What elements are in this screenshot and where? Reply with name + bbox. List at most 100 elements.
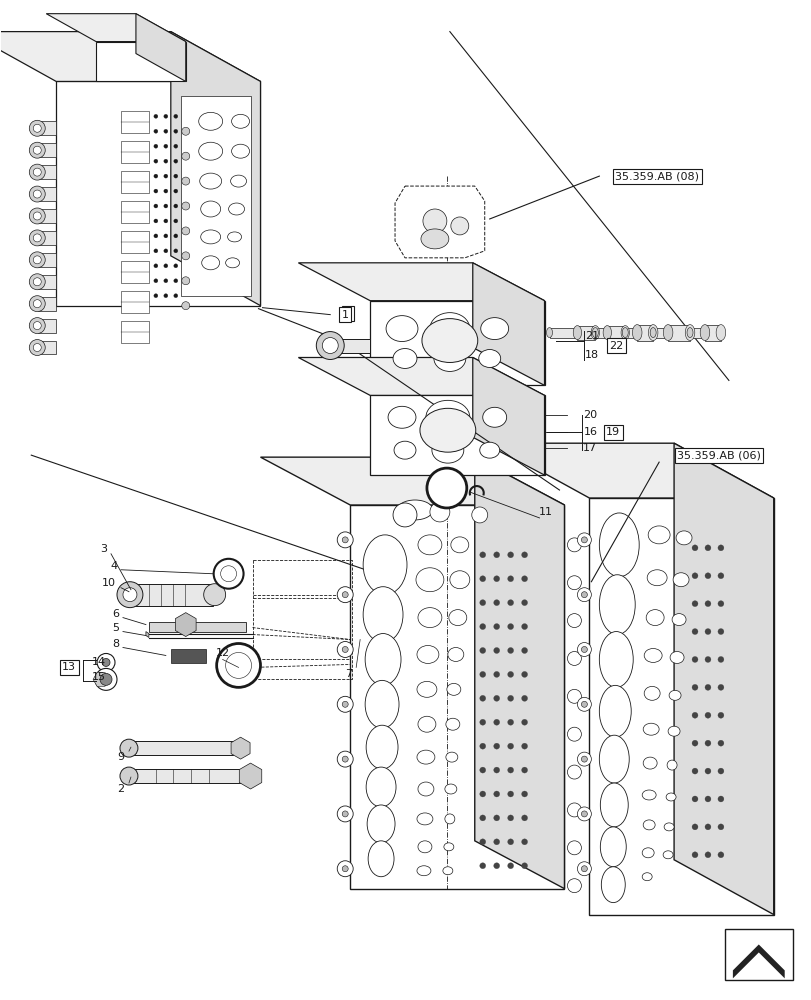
Ellipse shape xyxy=(418,841,431,853)
Circle shape xyxy=(337,696,353,712)
Circle shape xyxy=(479,671,485,677)
Ellipse shape xyxy=(200,201,221,217)
Polygon shape xyxy=(350,505,564,889)
Ellipse shape xyxy=(393,349,417,368)
Ellipse shape xyxy=(442,867,453,875)
Circle shape xyxy=(182,152,190,160)
Circle shape xyxy=(174,174,178,178)
Circle shape xyxy=(174,249,178,253)
Polygon shape xyxy=(589,498,773,915)
Circle shape xyxy=(567,689,581,703)
Circle shape xyxy=(174,144,178,148)
Ellipse shape xyxy=(599,827,625,867)
Circle shape xyxy=(507,767,513,773)
Polygon shape xyxy=(594,328,607,338)
Circle shape xyxy=(174,264,178,268)
Circle shape xyxy=(577,643,590,656)
Ellipse shape xyxy=(366,725,397,769)
Circle shape xyxy=(341,811,348,817)
Circle shape xyxy=(493,647,499,653)
Ellipse shape xyxy=(231,114,249,128)
Ellipse shape xyxy=(229,203,244,215)
Bar xyxy=(121,291,148,313)
Circle shape xyxy=(164,204,168,208)
Ellipse shape xyxy=(663,851,672,859)
Ellipse shape xyxy=(429,313,470,345)
Circle shape xyxy=(507,839,513,845)
Text: 19: 19 xyxy=(606,427,620,437)
Circle shape xyxy=(521,815,527,821)
Ellipse shape xyxy=(601,867,624,903)
Circle shape xyxy=(153,264,157,268)
Circle shape xyxy=(174,234,178,238)
Circle shape xyxy=(427,468,466,508)
Text: 13: 13 xyxy=(62,662,76,672)
Circle shape xyxy=(704,712,710,718)
Circle shape xyxy=(29,252,45,268)
Ellipse shape xyxy=(642,820,654,830)
Circle shape xyxy=(182,302,190,310)
Circle shape xyxy=(521,791,527,797)
Ellipse shape xyxy=(663,325,672,341)
Circle shape xyxy=(691,740,697,746)
Ellipse shape xyxy=(231,144,249,158)
Ellipse shape xyxy=(599,513,638,577)
Ellipse shape xyxy=(385,316,418,342)
Polygon shape xyxy=(38,253,56,267)
Ellipse shape xyxy=(647,325,657,341)
Text: 2: 2 xyxy=(118,784,124,794)
Text: 22: 22 xyxy=(608,341,623,351)
Polygon shape xyxy=(549,328,577,338)
Circle shape xyxy=(493,719,499,725)
Circle shape xyxy=(213,559,243,589)
Ellipse shape xyxy=(200,230,221,244)
Circle shape xyxy=(567,576,581,590)
Bar xyxy=(121,201,148,223)
Text: 20: 20 xyxy=(582,410,597,420)
Circle shape xyxy=(493,791,499,797)
Circle shape xyxy=(33,234,41,242)
Circle shape xyxy=(182,177,190,185)
Circle shape xyxy=(337,806,353,822)
Circle shape xyxy=(97,653,115,671)
Circle shape xyxy=(567,841,581,855)
Ellipse shape xyxy=(418,535,441,555)
Circle shape xyxy=(521,624,527,630)
Ellipse shape xyxy=(573,328,580,338)
Ellipse shape xyxy=(632,325,642,341)
Polygon shape xyxy=(332,339,370,353)
Ellipse shape xyxy=(620,326,629,340)
Ellipse shape xyxy=(418,608,441,628)
Circle shape xyxy=(341,866,348,872)
Polygon shape xyxy=(93,672,109,686)
Ellipse shape xyxy=(642,790,655,800)
Circle shape xyxy=(33,168,41,176)
Ellipse shape xyxy=(397,500,432,520)
Ellipse shape xyxy=(444,843,453,851)
Circle shape xyxy=(337,861,353,877)
Circle shape xyxy=(704,629,710,635)
Bar xyxy=(121,231,148,253)
Circle shape xyxy=(174,114,178,118)
Circle shape xyxy=(507,863,513,869)
Text: 1: 1 xyxy=(345,309,351,319)
Polygon shape xyxy=(146,632,148,638)
Circle shape xyxy=(507,743,513,749)
Ellipse shape xyxy=(417,750,435,764)
Circle shape xyxy=(521,647,527,653)
Circle shape xyxy=(471,507,487,523)
Bar xyxy=(121,111,148,133)
Polygon shape xyxy=(131,769,240,783)
Ellipse shape xyxy=(433,346,466,371)
Polygon shape xyxy=(673,443,773,915)
Circle shape xyxy=(100,673,112,685)
Circle shape xyxy=(479,791,485,797)
Ellipse shape xyxy=(633,328,639,338)
Circle shape xyxy=(117,582,143,608)
Circle shape xyxy=(182,202,190,210)
Circle shape xyxy=(507,624,513,630)
Circle shape xyxy=(153,144,157,148)
Circle shape xyxy=(204,584,225,606)
Circle shape xyxy=(164,264,168,268)
Ellipse shape xyxy=(643,648,661,662)
